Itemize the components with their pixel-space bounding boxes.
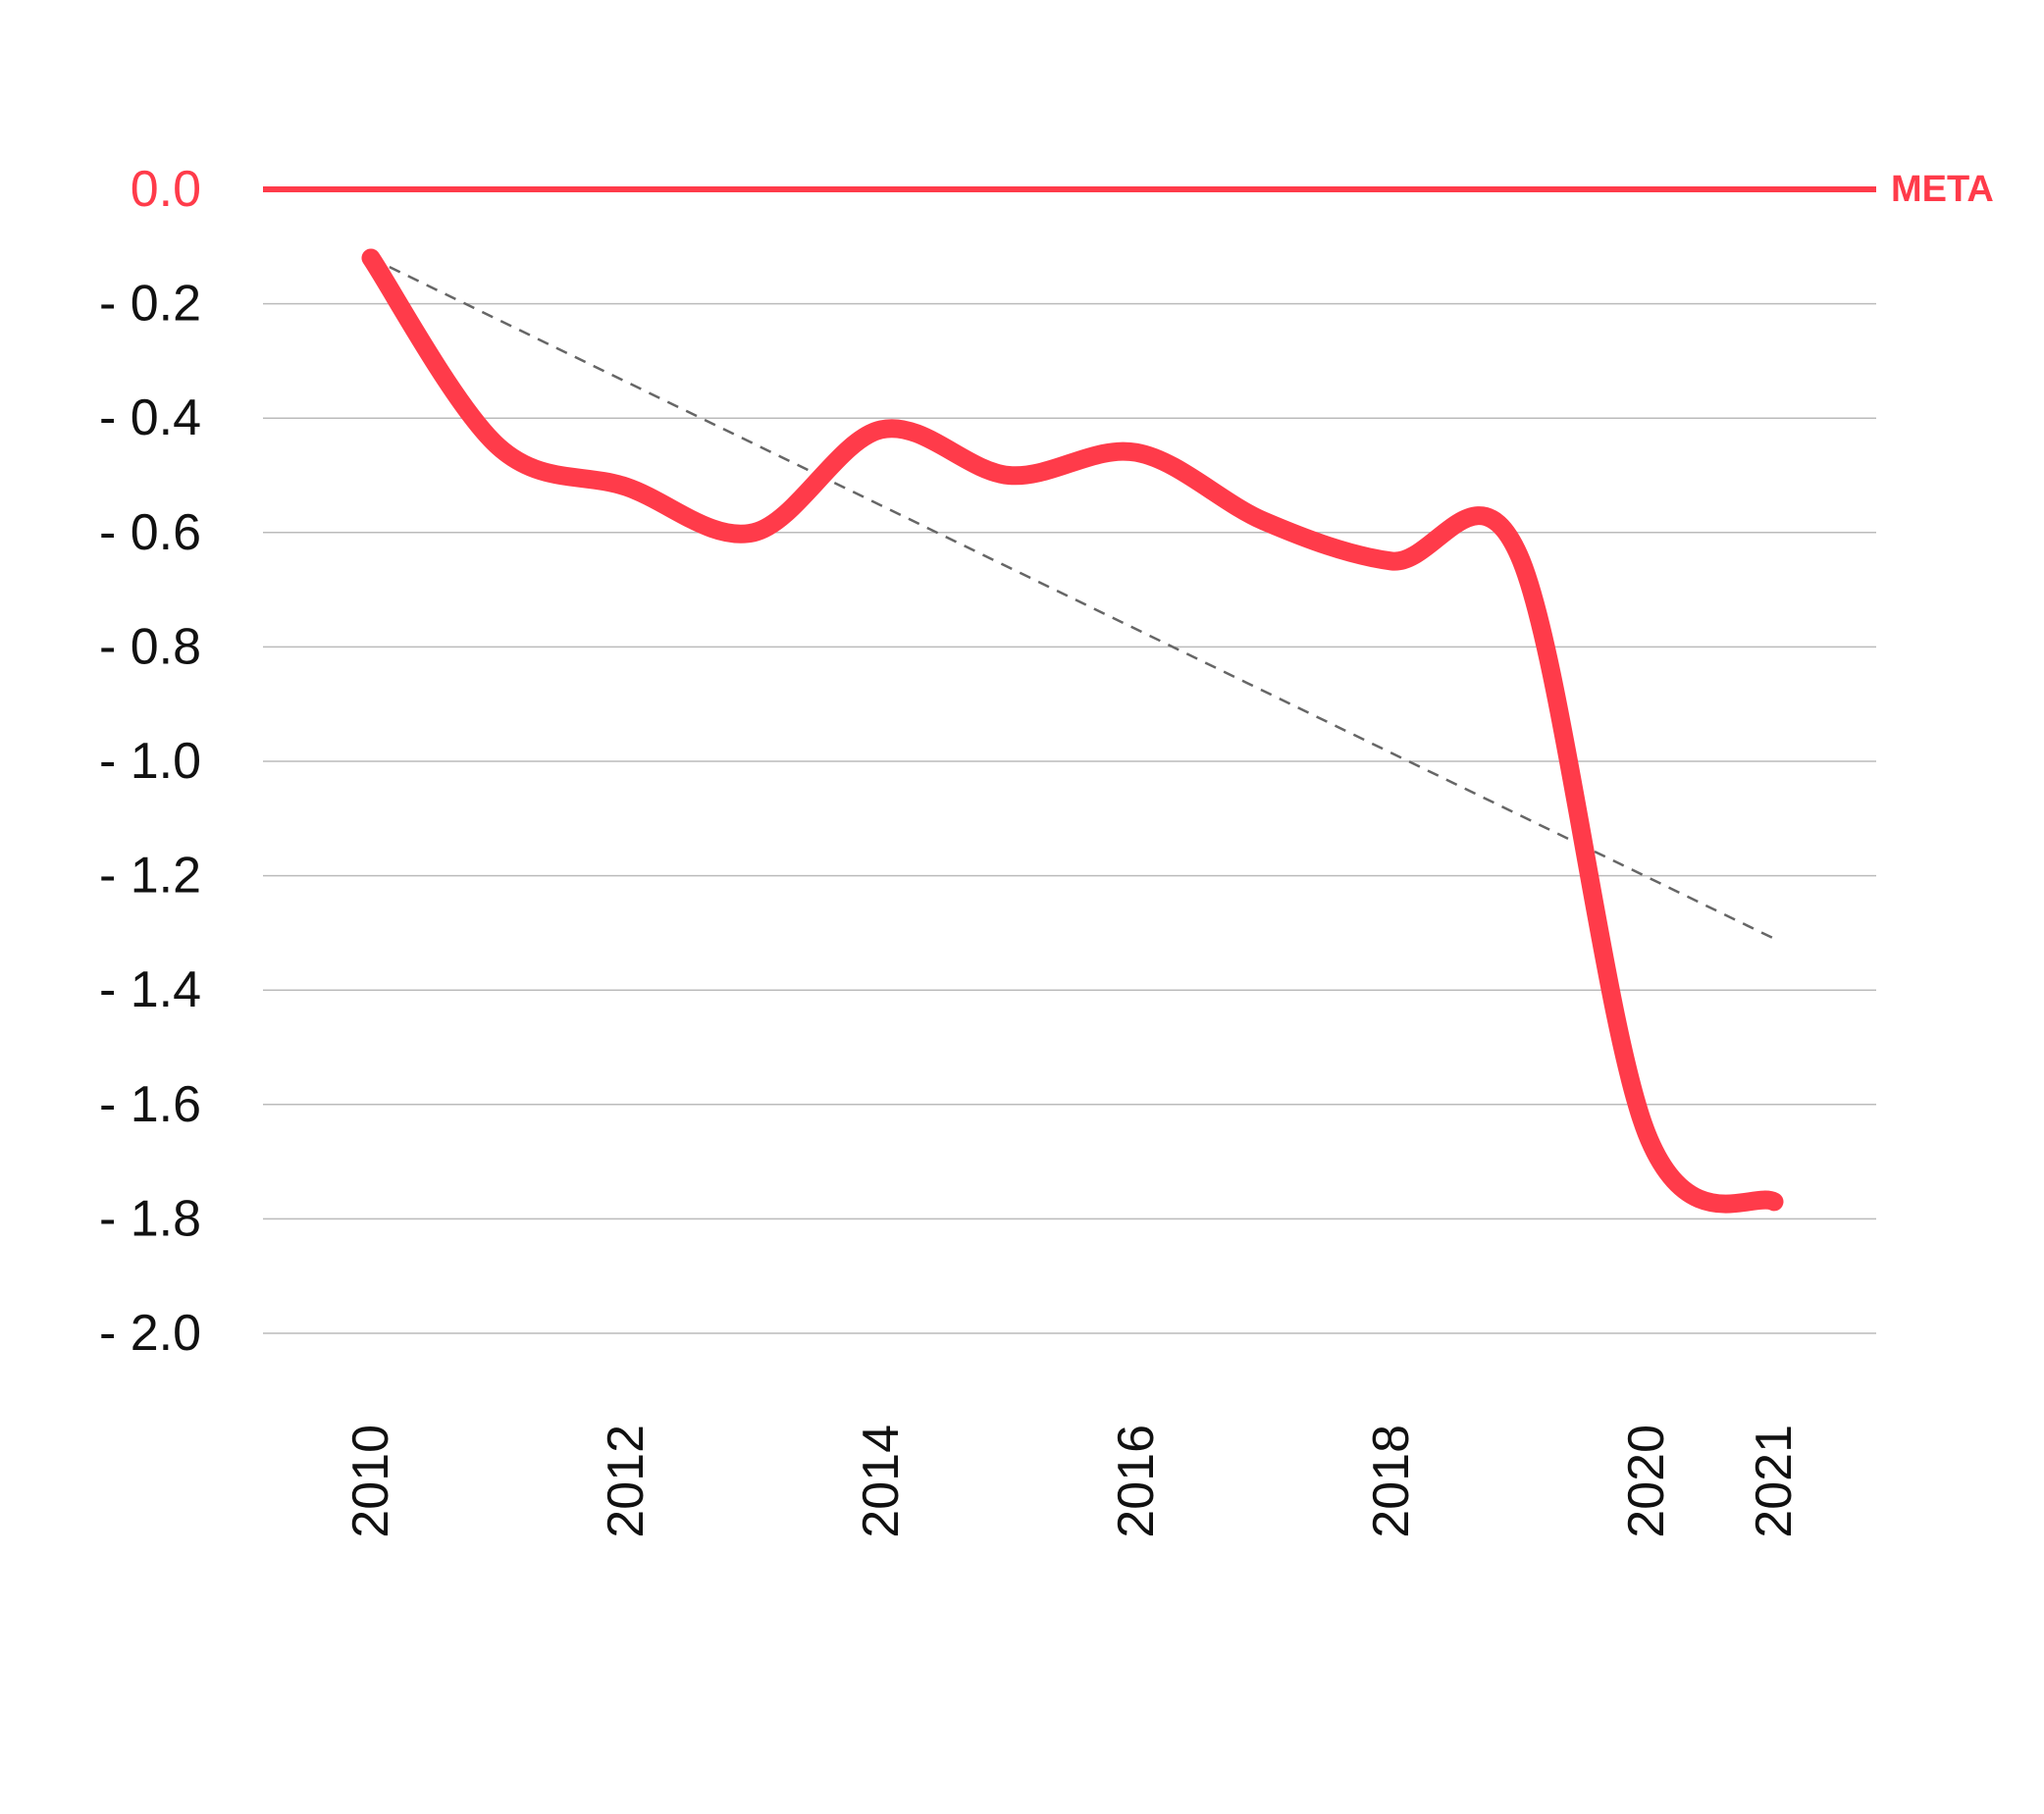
x-axis-ticks: 2010 2012 2014 2016 2018 2020 2021 xyxy=(342,1425,1803,1538)
y-tick-label: - 1.8 xyxy=(99,1190,201,1247)
y-axis-ticks: 0.0 - 0.2 - 0.4 - 0.6 - 0.8 - 1.0 - 1.2 - 1.4 - … xyxy=(99,161,201,1362)
y-tick-label: 0.0 xyxy=(131,161,201,218)
data-point xyxy=(1647,1132,1648,1133)
y-tick-label: - 0.8 xyxy=(99,618,201,675)
y-tick-label: - 1.6 xyxy=(99,1076,201,1133)
data-point xyxy=(498,446,499,447)
gridlines xyxy=(263,302,1876,1334)
y-tick-label: - 2.0 xyxy=(99,1305,201,1362)
data-point xyxy=(881,429,882,430)
data-point xyxy=(626,487,627,488)
meta-label: META xyxy=(1891,169,1994,210)
y-tick-label: - 1.0 xyxy=(99,733,201,790)
y-tick-label: - 0.6 xyxy=(99,504,201,561)
y-tick-label: - 0.2 xyxy=(99,276,201,333)
series-group xyxy=(361,248,1784,1214)
trend-line xyxy=(370,256,1775,940)
y-tick-label: - 1.4 xyxy=(99,961,201,1018)
data-point xyxy=(754,532,755,533)
meta-reference-line: META xyxy=(263,169,1994,210)
x-tick-label: 2021 xyxy=(1746,1425,1803,1538)
y-tick-label: - 0.4 xyxy=(99,389,201,446)
y-tick-label: - 1.2 xyxy=(99,848,201,905)
data-point xyxy=(1519,555,1520,556)
data-point xyxy=(1391,560,1392,561)
x-tick-label: 2012 xyxy=(598,1425,655,1538)
data-point xyxy=(1264,521,1265,522)
series-line xyxy=(361,248,1784,1214)
data-point xyxy=(1774,1201,1775,1202)
trend-dashed-line xyxy=(370,256,1775,940)
x-tick-label: 2016 xyxy=(1108,1425,1165,1538)
data-point xyxy=(1009,475,1010,476)
data-point xyxy=(371,257,372,258)
x-tick-label: 2014 xyxy=(853,1425,910,1538)
data-point xyxy=(1136,452,1137,453)
x-tick-label: 2010 xyxy=(342,1425,399,1538)
x-tick-label: 2018 xyxy=(1363,1425,1420,1538)
x-tick-label: 2020 xyxy=(1618,1425,1675,1538)
